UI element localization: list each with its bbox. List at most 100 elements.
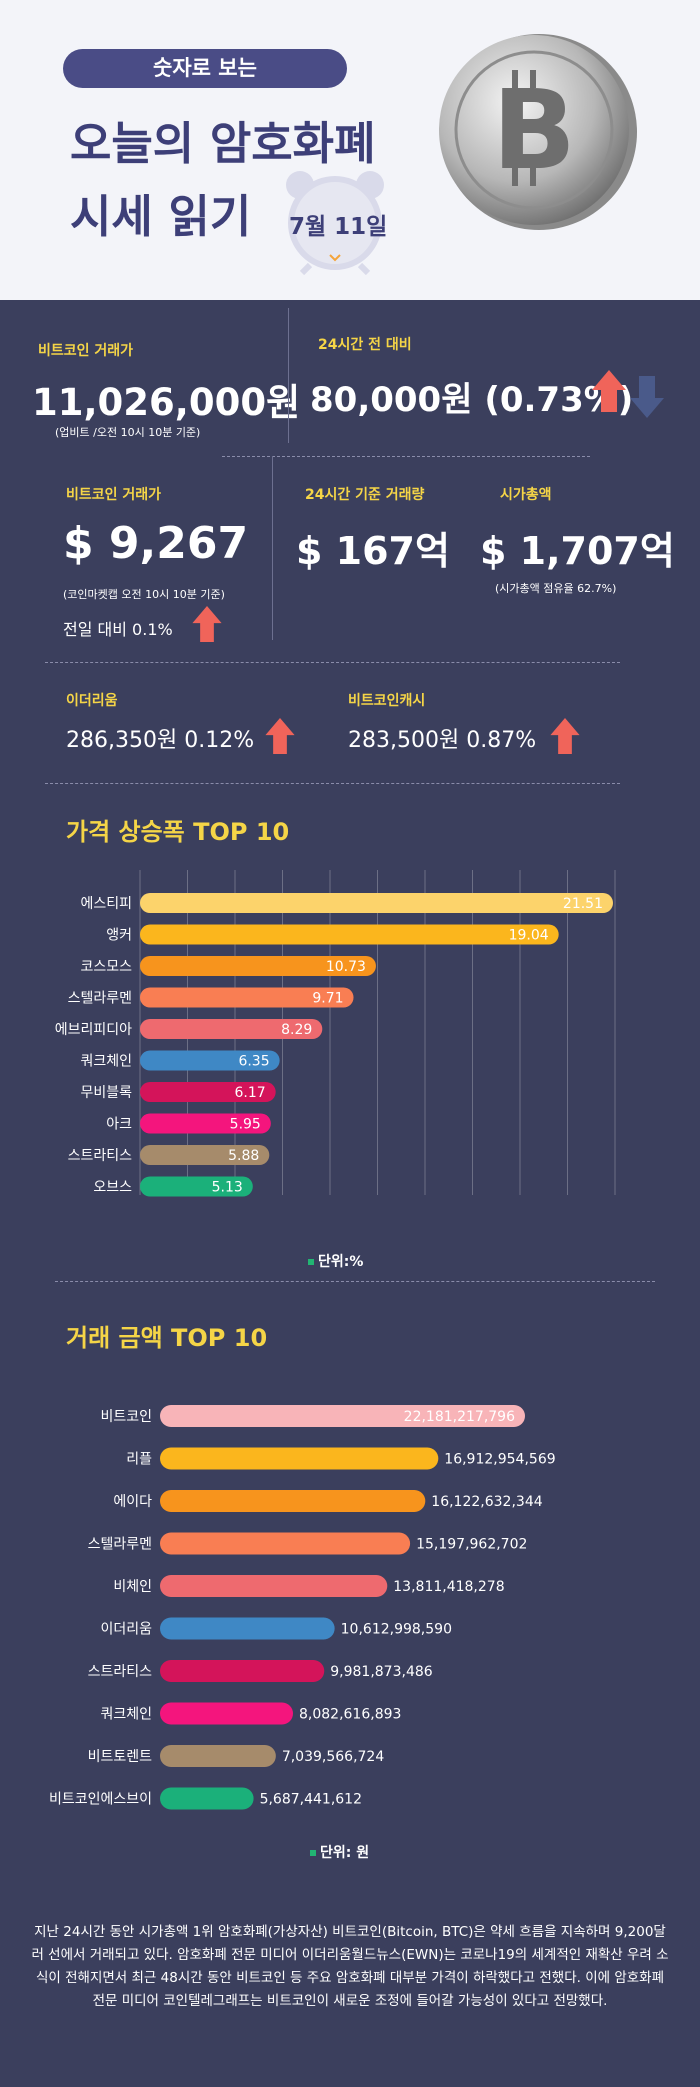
- page-title-line2: 시세 읽기: [70, 190, 252, 243]
- divider: [288, 308, 289, 443]
- category-label: 스텔라루멘: [68, 991, 132, 1007]
- cmc-label: 비트코인 거래가: [66, 487, 162, 503]
- category-label: 스트라티스: [68, 1148, 133, 1164]
- cmc-price: $ 9,267: [63, 518, 249, 569]
- data-label: 8.29: [281, 1022, 312, 1038]
- divider: [272, 456, 273, 640]
- category-label: 쿼크체인: [100, 1707, 152, 1723]
- bitcoin-coin-icon: B: [439, 34, 637, 230]
- alarm-clock-icon: [286, 171, 384, 275]
- data-label: 16,912,954,569: [444, 1452, 555, 1468]
- bar: [140, 987, 354, 1008]
- date-label: 7월 11일: [289, 214, 388, 240]
- upbit-label: 비트코인 거래가: [38, 343, 134, 359]
- header: 숫자로 보는 오늘의 암호화폐 시세 읽기 7월 11일 B: [0, 0, 700, 300]
- dashed-divider: [55, 1281, 655, 1282]
- bch-value: 283,500원 0.87%: [348, 728, 537, 753]
- category-label: 무비블록: [80, 1085, 132, 1101]
- article-paragraph: 지난 24시간 동안 시가총액 1위 암호화폐(가상자산) 비트코인(Bitco…: [31, 1924, 669, 2009]
- bar: [140, 924, 559, 945]
- bar: [140, 1113, 271, 1134]
- data-label: 13,811,418,278: [393, 1579, 504, 1595]
- category-label: 오브스: [93, 1180, 132, 1196]
- marketcap-label: 시가총액: [500, 487, 552, 503]
- data-label: 19.04: [509, 928, 549, 944]
- unit-marker-icon: [310, 1850, 316, 1856]
- marketcap-note: (시가총액 점유율 62.7%): [495, 582, 617, 595]
- bar: [140, 1050, 280, 1071]
- category-label: 앵커: [106, 928, 132, 944]
- volume-value: $ 167억: [296, 529, 450, 573]
- category-label: 비체인: [113, 1579, 152, 1595]
- category-label: 리플: [126, 1452, 152, 1468]
- data-label: 9.71: [312, 991, 343, 1007]
- up-arrow-icon: [592, 370, 626, 412]
- upbit-note: (업비트 /오전 10시 10분 기준): [55, 426, 201, 439]
- data-label: 9,981,873,486: [330, 1664, 433, 1680]
- rise-chart-title: 가격 상승폭 TOP 10: [66, 818, 290, 846]
- rise-bar-chart: 에스티피 21.51 앵커 19.04 코스모스 10.73 스텔라루멘 9.71 에브리피디아…: [55, 870, 616, 1197]
- data-label: 5.88: [228, 1148, 259, 1164]
- data-label: 7,039,566,724: [282, 1749, 385, 1765]
- category-label: 에브리피디아: [55, 1022, 132, 1038]
- subtitle-pill: 숫자로 보는: [63, 49, 347, 88]
- bar: [160, 1617, 335, 1640]
- category-label: 에스티피: [80, 896, 132, 912]
- data-label: 10,612,998,590: [341, 1622, 452, 1638]
- unit-marker-icon: [308, 1259, 314, 1265]
- bar: [140, 1145, 270, 1165]
- bar: [160, 1702, 294, 1725]
- data-label: 6.17: [235, 1085, 266, 1101]
- cmc-note: (코인마켓캡 오전 10시 10분 기준): [63, 588, 225, 601]
- category-label: 아크: [106, 1117, 132, 1133]
- data-label: 22,181,217,796: [404, 1409, 515, 1425]
- dashed-divider: [45, 783, 620, 784]
- volume-bar-chart: 비트코인 22,181,217,796 리플 16,912,954,569 에이다 16,…: [49, 1405, 556, 1810]
- bar: [140, 893, 613, 913]
- data-label: 5,687,441,612: [260, 1792, 362, 1808]
- bar: [160, 1660, 325, 1682]
- dashed-divider: [45, 662, 620, 663]
- bar: [160, 1787, 254, 1810]
- bar: [160, 1575, 388, 1597]
- volume-unit-text: 단위: 원: [320, 1845, 370, 1861]
- bar: [140, 1019, 323, 1039]
- bar: [160, 1490, 426, 1512]
- bch-label: 비트코인캐시: [348, 693, 426, 709]
- data-label: 10.73: [326, 959, 366, 975]
- bar: [160, 1532, 411, 1555]
- bar: [140, 956, 376, 976]
- bar: [160, 1745, 276, 1767]
- marketcap-value: $ 1,707억: [480, 529, 675, 573]
- eth-label: 이더리움: [66, 693, 118, 709]
- bar: [140, 1176, 253, 1197]
- eth-value: 286,350원 0.12%: [66, 728, 255, 753]
- category-label: 코스모스: [80, 959, 132, 975]
- category-label: 비트코인에스브이: [49, 1792, 152, 1808]
- category-label: 쿼크체인: [80, 1054, 132, 1070]
- data-label: 6.35: [238, 1054, 269, 1070]
- category-label: 스텔라루멘: [88, 1537, 152, 1553]
- volume-unit: 단위: 원: [310, 1842, 369, 1862]
- dashed-divider: [222, 456, 590, 457]
- bar: [160, 1447, 439, 1470]
- category-label: 이더리움: [100, 1622, 152, 1638]
- rise-unit: 단위:%: [308, 1251, 363, 1271]
- data-label: 5.95: [230, 1117, 261, 1133]
- data-label: 16,122,632,344: [431, 1494, 542, 1510]
- volume-chart-title: 거래 금액 TOP 10: [66, 1324, 268, 1352]
- change24-value: 80,000원 (0.73%): [310, 380, 634, 420]
- page-title-line1: 오늘의 암호화폐: [70, 117, 376, 170]
- up-arrow-icon: [265, 718, 295, 754]
- cmc-prev-day: 전일 대비 0.1%: [63, 620, 173, 639]
- upbit-price: 11,026,000원: [32, 381, 301, 424]
- rise-unit-text: 단위:%: [318, 1254, 364, 1270]
- bar: [140, 1082, 276, 1102]
- change24-label: 24시간 전 대비: [318, 337, 412, 353]
- category-label: 스트라티스: [88, 1664, 153, 1680]
- bar: [160, 1405, 525, 1427]
- category-label: 에이다: [113, 1494, 152, 1510]
- volume-label: 24시간 기준 거래량: [305, 487, 425, 503]
- up-arrow-icon: [192, 606, 222, 642]
- data-label: 8,082,616,893: [299, 1707, 401, 1723]
